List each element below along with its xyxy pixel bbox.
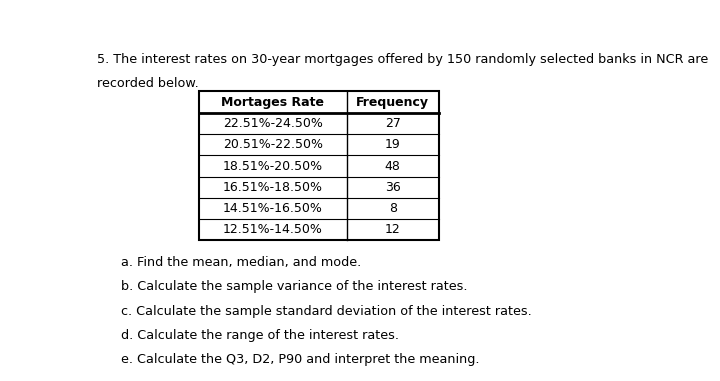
Text: 19: 19 <box>384 138 400 151</box>
Text: a. Find the mean, median, and mode.: a. Find the mean, median, and mode. <box>121 256 361 269</box>
Text: c. Calculate the sample standard deviation of the interest rates.: c. Calculate the sample standard deviati… <box>121 305 531 318</box>
Text: 36: 36 <box>384 181 400 194</box>
Text: recorded below.: recorded below. <box>96 77 199 90</box>
Text: 48: 48 <box>384 160 400 173</box>
Text: e. Calculate the Q3, D2, P90 and interpret the meaning.: e. Calculate the Q3, D2, P90 and interpr… <box>121 354 480 367</box>
Bar <box>199 91 438 240</box>
Text: 8: 8 <box>389 202 397 215</box>
Text: 16.51%-18.50%: 16.51%-18.50% <box>222 181 323 194</box>
Text: d. Calculate the range of the interest rates.: d. Calculate the range of the interest r… <box>121 329 399 342</box>
Text: 20.51%-22.50%: 20.51%-22.50% <box>222 138 323 151</box>
Text: 18.51%-20.50%: 18.51%-20.50% <box>222 160 323 173</box>
Text: 12.51%-14.50%: 12.51%-14.50% <box>222 223 323 236</box>
Text: b. Calculate the sample variance of the interest rates.: b. Calculate the sample variance of the … <box>121 280 467 293</box>
Text: 27: 27 <box>384 117 400 130</box>
Text: 5. The interest rates on 30-year mortgages offered by 150 randomly selected bank: 5. The interest rates on 30-year mortgag… <box>96 53 708 66</box>
Text: 12: 12 <box>384 223 400 236</box>
Text: 14.51%-16.50%: 14.51%-16.50% <box>222 202 323 215</box>
Text: Mortages Rate: Mortages Rate <box>221 96 324 109</box>
Text: Frequency: Frequency <box>356 96 429 109</box>
Text: 22.51%-24.50%: 22.51%-24.50% <box>222 117 323 130</box>
